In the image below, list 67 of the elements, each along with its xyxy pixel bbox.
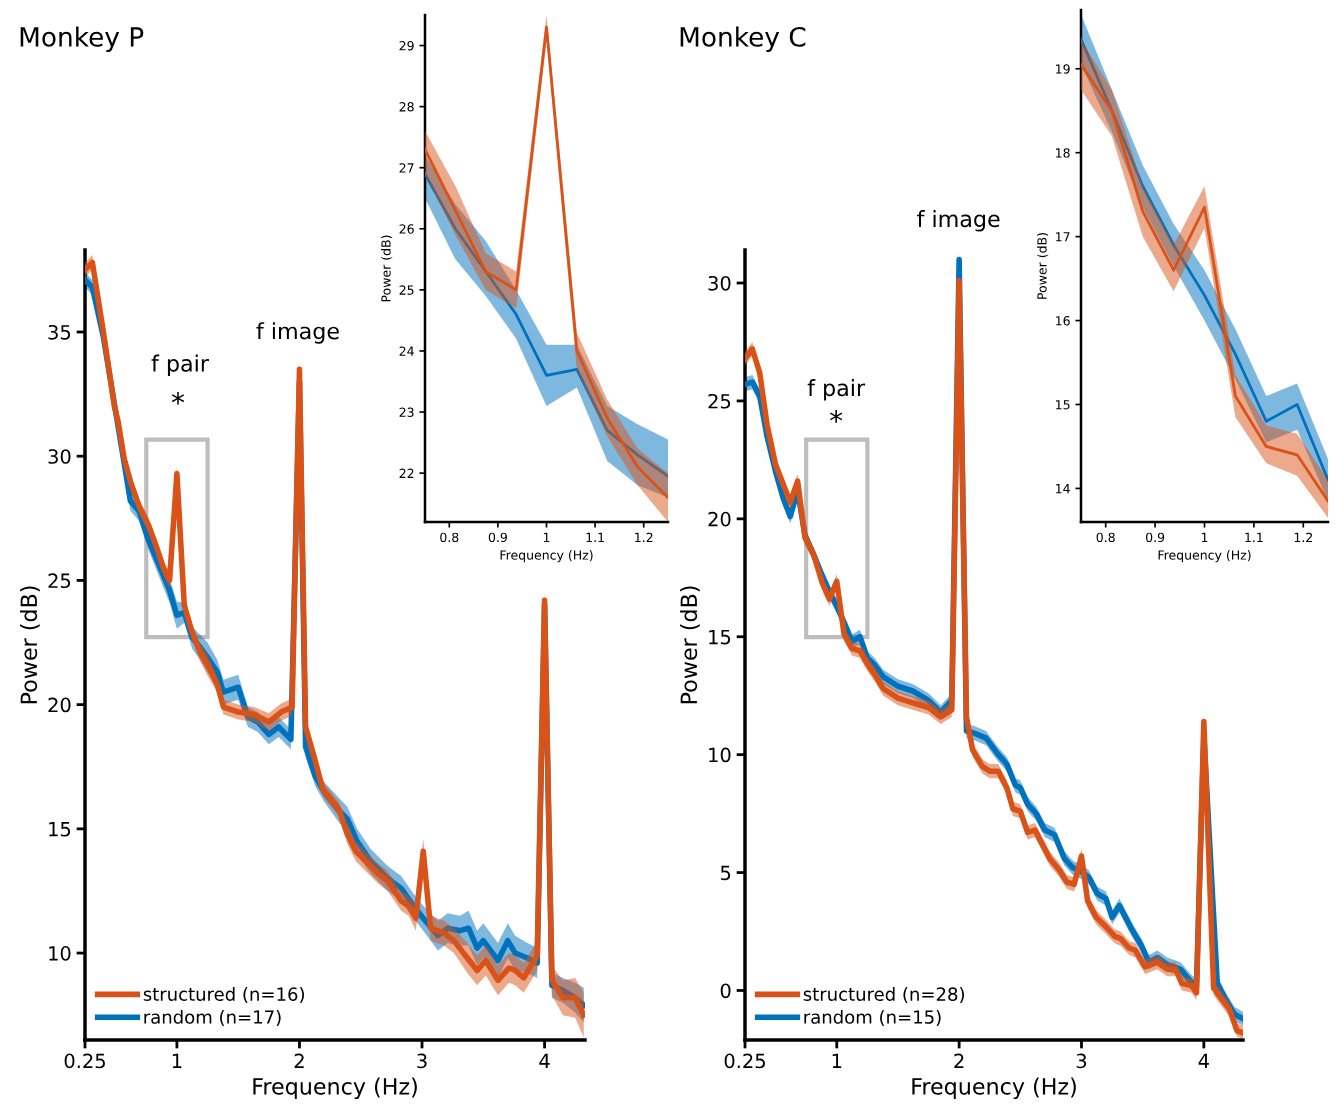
x-tick-label: 0.8 xyxy=(1096,532,1115,543)
x-tick-label: 3 xyxy=(417,1053,427,1069)
y-tick-label: 22 xyxy=(399,468,414,478)
y-tick-label: 20 xyxy=(708,511,731,527)
text: f image xyxy=(917,210,1000,232)
y-axis-title: Power (dB) xyxy=(680,586,700,704)
y-tick-label: 27 xyxy=(399,163,414,173)
x-tick-label: 2 xyxy=(294,1053,304,1068)
annotation: f pair xyxy=(807,379,866,401)
x-tick-label: 0.9 xyxy=(1145,532,1165,543)
y-tick-label: 30 xyxy=(708,275,731,291)
y-tick-label: 30 xyxy=(48,449,71,464)
y-tick-label: 24 xyxy=(399,346,414,356)
y-axis-title: Power (dB) xyxy=(20,586,40,704)
x-tick-label: 4 xyxy=(1198,1053,1209,1068)
x-tick-label: 1 xyxy=(172,1053,182,1068)
legend-label: structured (n=16) xyxy=(143,987,304,1004)
legend-label: random (n=17) xyxy=(144,1009,281,1026)
y-tick-label: 16 xyxy=(1056,316,1070,326)
x-axis-title: Frequency (Hz) xyxy=(253,1077,417,1100)
x-tick-label: 1.1 xyxy=(586,532,604,542)
x-tick-label: 3 xyxy=(1076,1053,1087,1069)
y-tick-label: 23 xyxy=(399,407,414,417)
y-axis-title: Power (dB) xyxy=(381,235,393,302)
chart-title: Monkey C xyxy=(680,26,806,52)
y-tick-label: 14 xyxy=(1056,484,1070,494)
y-tick-label: 15 xyxy=(709,629,731,645)
y-tick-label: 15 xyxy=(49,822,71,837)
annotation: * xyxy=(830,410,843,423)
y-tick-label: 35 xyxy=(48,324,71,340)
y-tick-label: 18 xyxy=(1056,148,1070,158)
x-tick-label: 2 xyxy=(954,1053,964,1068)
chart-title: Monkey P xyxy=(20,26,144,52)
y-axis-title: Power (dB) xyxy=(1037,233,1049,299)
x-tick-label: 1.1 xyxy=(1245,532,1263,542)
x-tick-label: 1.2 xyxy=(1294,532,1312,542)
y-tick-label: 19 xyxy=(1056,64,1070,74)
y-tick-label: 10 xyxy=(49,946,71,961)
x-tick-label: 1 xyxy=(1201,532,1208,542)
annotation: f pair xyxy=(151,354,209,377)
x-axis-title: Frequency (Hz) xyxy=(1158,550,1251,563)
y-tick-label: 15 xyxy=(1056,400,1070,410)
x-tick-label: 0.25 xyxy=(64,1053,105,1069)
y-tick-label: 25 xyxy=(399,285,414,295)
y-tick-label: 10 xyxy=(709,747,731,763)
x-axis-title: Frequency (Hz) xyxy=(912,1077,1076,1100)
y-tick-label: 26 xyxy=(399,224,414,234)
x-tick-label: 1 xyxy=(832,1053,842,1068)
legend-label: structured (n=28) xyxy=(803,987,964,1004)
y-tick-label: 20 xyxy=(48,697,71,713)
x-tick-label: 1 xyxy=(543,532,550,542)
y-tick-label: 25 xyxy=(708,393,731,409)
y-tick-label: 28 xyxy=(399,102,414,112)
y-tick-label: 25 xyxy=(48,573,71,589)
annotation: f image xyxy=(256,322,339,344)
y-tick-label: 17 xyxy=(1056,232,1070,242)
y-tick-label: 29 xyxy=(399,41,414,51)
y-tick-label: 5 xyxy=(720,865,731,881)
x-tick-label: 0.8 xyxy=(440,532,459,543)
x-tick-label: 1.2 xyxy=(635,532,653,542)
x-tick-label: 4 xyxy=(539,1053,550,1068)
legend-label: random (n=15) xyxy=(804,1009,941,1026)
y-tick-label: 0 xyxy=(720,983,731,999)
x-tick-label: 0.25 xyxy=(724,1053,765,1069)
x-axis-title: Frequency (Hz) xyxy=(500,550,593,563)
annotation: * xyxy=(171,391,185,405)
x-tick-label: 0.9 xyxy=(488,532,507,543)
